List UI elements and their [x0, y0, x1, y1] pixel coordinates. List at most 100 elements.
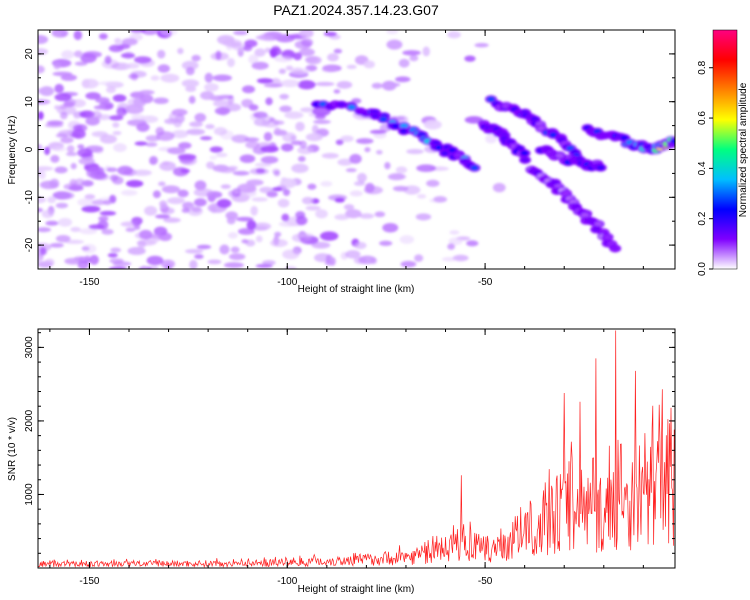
spectrogram-cell	[77, 260, 89, 269]
spectrogram-cell	[375, 150, 383, 155]
spectrogram-cell	[204, 72, 213, 83]
spectrogram-cell	[274, 231, 282, 238]
spectrogram-cell	[219, 244, 230, 255]
spectrogram-cell	[152, 190, 161, 199]
spectrogram-cell	[199, 136, 213, 141]
spectrogram-cell	[70, 226, 81, 233]
snr-x-axis: -150 -100 -50	[49, 329, 644, 587]
spectrogram-cell	[55, 191, 75, 200]
colorbar-tick-label: 0.2	[697, 211, 708, 225]
spectrogram-cell	[237, 183, 257, 193]
spectrogram-cell	[228, 253, 246, 261]
spectrogram-cell	[163, 217, 181, 223]
spectrogram-cell	[44, 258, 55, 267]
spectrogram-cell	[245, 141, 260, 149]
spectrogram-cell	[251, 61, 269, 70]
spectrogram-cell	[213, 127, 228, 136]
spectrogram-cell	[280, 143, 294, 152]
spectrogram-cell	[191, 54, 201, 62]
spectrogram-cell	[53, 62, 61, 70]
spectrogram-cell	[392, 185, 409, 192]
spectrogram-cell	[299, 30, 314, 38]
spectrogram-cell	[106, 167, 118, 173]
spectrogram-cell	[255, 35, 274, 41]
spectrogram-cell	[426, 179, 440, 187]
y-tick-label: 2000	[24, 409, 35, 432]
spectrogram-cell	[215, 50, 222, 60]
spectrogram-cell	[89, 254, 99, 265]
spectrogram-cell	[189, 121, 203, 128]
spectrogram-cell	[300, 107, 315, 113]
spectrogram-cell	[73, 114, 80, 119]
spectrogram-cell	[38, 144, 43, 151]
spectrogram-cell	[128, 73, 139, 80]
spectrogram-cell	[231, 188, 242, 198]
spectrogram-cell	[205, 124, 215, 130]
colorbar-tick-label: 0.6	[697, 111, 708, 125]
spectrogram-cell	[117, 165, 133, 176]
spectrogram-cell	[214, 107, 231, 115]
spectrogram-cell	[223, 262, 244, 269]
spectrogram-cell	[277, 198, 290, 208]
spectrogram-cell	[38, 111, 44, 120]
spectrogram-cell	[60, 74, 78, 81]
spectrogram-cell	[394, 76, 411, 83]
spectrogram-cell	[153, 97, 169, 105]
spectrogram-cell	[246, 179, 264, 186]
spectrogram-cell	[349, 190, 363, 197]
colorbar: 0.0 0.2 0.4 0.6 0.8 Normalized spectral ampl…	[697, 29, 749, 276]
spectrogram-cell	[115, 40, 122, 46]
spectrogram-cell	[255, 263, 273, 269]
spectrogram-cell	[196, 244, 212, 250]
spectrogram-cell	[263, 83, 283, 88]
spectrogram-cell	[333, 48, 343, 54]
spectrogram-cell	[333, 89, 341, 94]
spectrogram-cell	[38, 48, 49, 56]
spectrogram-cell	[60, 111, 68, 120]
spectrogram-cell	[423, 119, 442, 130]
spectrogram-cell	[307, 183, 317, 190]
spectrogram-cell	[245, 239, 256, 247]
spectrogram-cell	[127, 247, 146, 256]
spectrogram-cell	[334, 214, 350, 221]
spectrogram-cell	[54, 93, 72, 102]
spectrogram-cell	[279, 93, 289, 100]
spectrogram-cell	[138, 90, 155, 95]
spectrogram-cell	[294, 40, 312, 49]
x-tick-label: -150	[79, 576, 99, 587]
spectrogram-cell	[95, 97, 110, 104]
spectrogram-cell	[125, 62, 140, 69]
spectrogram-cell	[243, 45, 253, 52]
spectrogram-cell	[464, 116, 484, 124]
spectrogram-ridge-cell	[580, 212, 589, 218]
spectrogram-cell	[186, 128, 206, 135]
spectrogram-cell	[145, 142, 158, 147]
spectrogram-cell	[345, 250, 361, 259]
snr-series-line	[38, 330, 675, 568]
spectrogram-cell	[125, 227, 136, 232]
spectrogram-cell	[99, 134, 117, 144]
spectrogram-cell	[70, 162, 77, 170]
spectrogram-cell	[271, 187, 283, 192]
spectrogram-cell	[346, 64, 357, 70]
spectrogram-cell	[65, 151, 78, 157]
y-tick-label: 1000	[24, 483, 35, 506]
colorbar-label: Normalized spectral amplitude	[738, 82, 749, 217]
spectrogram-ridge-cell	[347, 104, 356, 110]
spectrogram-cell	[248, 54, 259, 65]
spectrogram-cell	[73, 30, 83, 41]
spectrogram-cell	[161, 185, 181, 194]
spectrogram-cell	[77, 144, 85, 149]
spectrogram-cell	[63, 101, 75, 108]
spectrogram-cell	[91, 199, 106, 206]
spectrogram-cell	[173, 118, 182, 128]
spectrogram-cell	[120, 52, 136, 59]
spectrogram-cell	[200, 91, 215, 100]
spectrogram-cell	[54, 83, 64, 94]
spectrogram-cell	[395, 115, 409, 124]
spectrogram-cell	[297, 146, 314, 155]
spectrogram-cell	[398, 58, 410, 68]
spectrogram-cell	[112, 122, 120, 128]
spectrogram-cell	[46, 120, 64, 126]
spectrogram-cell	[121, 38, 138, 46]
